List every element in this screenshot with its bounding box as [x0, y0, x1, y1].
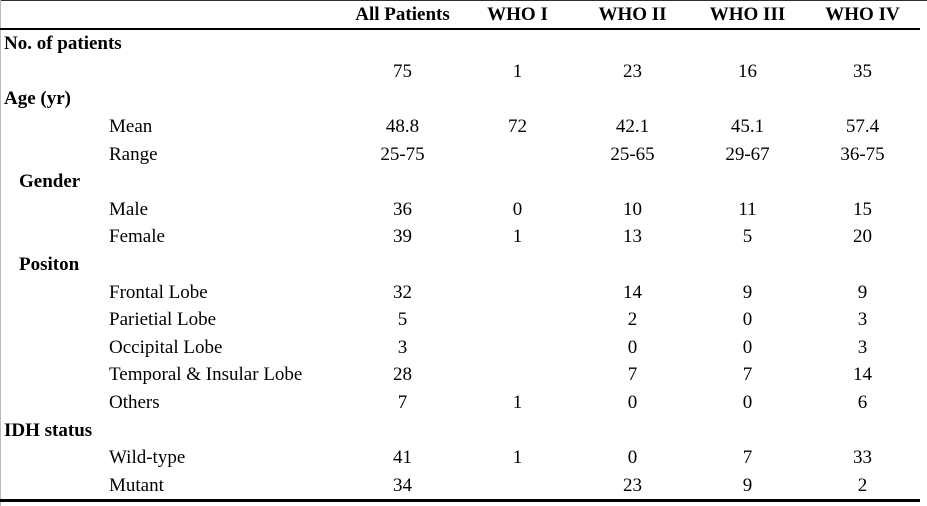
cell-who-iv: 15: [853, 198, 872, 220]
table-row: Others 7 1 0 0 6: [0, 389, 920, 417]
cell-who-iii: 29-67: [725, 143, 770, 165]
cell-who-ii: 0: [627, 447, 638, 469]
table-row: Range 25-75 25-65 29-67 36-75: [0, 140, 920, 168]
cell-who-i: 1: [512, 226, 523, 248]
cell-who-iv: 14: [853, 364, 872, 386]
header-cell-who-iv: WHO IV: [825, 4, 900, 25]
table-row: Parietial Lobe 5 2 0 3: [0, 306, 920, 334]
cell-who-ii: 23: [623, 474, 642, 496]
cell-who-ii: 7: [627, 364, 638, 386]
row-label: Mean: [109, 116, 153, 138]
cell-who-ii: 42.1: [615, 116, 650, 138]
cell-all-patients: 36: [393, 198, 412, 220]
header-cell-who-ii: WHO II: [598, 4, 667, 25]
cell-who-i: 1: [512, 60, 523, 82]
cell-who-i: 0: [512, 198, 523, 220]
cell-all-patients: 3: [397, 336, 408, 358]
row-label: Age (yr): [4, 88, 71, 110]
cell-who-iv: 3: [857, 336, 868, 358]
cell-who-iii: 0: [742, 336, 753, 358]
cell-all-patients: 41: [393, 447, 412, 469]
cell-who-iii: 7: [742, 364, 753, 386]
row-label: Gender: [19, 171, 81, 193]
cell-who-iii: 5: [742, 226, 753, 248]
cell-all-patients: 28: [393, 364, 412, 386]
cell-all-patients: 34: [393, 474, 412, 496]
row-label: Positon: [19, 254, 80, 276]
cell-who-i: 72: [508, 116, 527, 138]
cell-who-ii: 23: [623, 60, 642, 82]
cell-who-iv: 36-75: [840, 143, 885, 165]
table-row: Frontal Lobe 32 14 9 9: [0, 278, 920, 306]
cell-all-patients: 32: [393, 281, 412, 303]
cell-who-iv: 35: [853, 60, 872, 82]
table-row: Temporal & Insular Lobe 28 7 7 14: [0, 361, 920, 389]
cell-who-iv: 57.4: [845, 116, 880, 138]
cell-who-i: 1: [512, 392, 523, 414]
table-row: Male 36 0 10 11 15: [0, 196, 920, 224]
row-label: Parietial Lobe: [109, 309, 217, 331]
cell-all-patients: 5: [397, 309, 408, 331]
row-label: Others: [109, 392, 160, 414]
header-cell-who-i: WHO I: [487, 4, 548, 25]
row-label: Temporal & Insular Lobe: [109, 364, 303, 386]
cell-who-ii: 25-65: [610, 143, 655, 165]
row-label: Wild-type: [109, 447, 186, 469]
table-row: Positon: [0, 251, 920, 279]
cell-who-iii: 9: [742, 474, 753, 496]
header-cell-who-iii: WHO III: [709, 4, 786, 25]
table-row: Occipital Lobe 3 0 0 3: [0, 334, 920, 362]
top-edge-rule: [0, 0, 927, 1]
cell-who-ii: 14: [623, 281, 642, 303]
header-cell-all-patients: All Patients: [355, 4, 450, 25]
table-row: Gender: [0, 168, 920, 196]
table-row: Female 39 1 13 5 20: [0, 223, 920, 251]
table-row: Mutant 34 23 9 2: [0, 472, 920, 500]
cell-who-iv: 2: [857, 474, 868, 496]
cell-who-iv: 3: [857, 309, 868, 331]
cell-who-iv: 33: [853, 447, 872, 469]
table-body: No. of patients 75 1 23 16 35 Age (yr) M…: [0, 30, 920, 499]
row-label: No. of patients: [4, 33, 122, 55]
cell-who-ii: 13: [623, 226, 642, 248]
cell-who-ii: 0: [627, 336, 638, 358]
cell-who-iii: 11: [738, 198, 757, 220]
cell-all-patients: 39: [393, 226, 412, 248]
table-row: Mean 48.8 72 42.1 45.1 57.4: [0, 113, 920, 141]
row-label: IDH status: [4, 419, 93, 441]
table-row: No. of patients: [0, 30, 920, 58]
table-row: IDH status: [0, 416, 920, 444]
table-row: 75 1 23 16 35: [0, 58, 920, 86]
cell-who-iv: 9: [857, 281, 868, 303]
row-label: Mutant: [109, 474, 164, 496]
row-label: Female: [109, 226, 165, 248]
cell-who-iv: 20: [853, 226, 872, 248]
table-header-row: All Patients WHO I WHO II WHO III WHO IV: [0, 1, 920, 30]
cell-who-iii: 45.1: [730, 116, 765, 138]
row-label: Range: [109, 143, 158, 165]
row-label: Frontal Lobe: [109, 281, 208, 303]
left-edge-rule: [0, 0, 1, 506]
cell-who-iii: 16: [738, 60, 757, 82]
cell-who-iii: 9: [742, 281, 753, 303]
cell-all-patients: 7: [397, 392, 408, 414]
row-label: Occipital Lobe: [109, 336, 223, 358]
cell-who-iv: 6: [857, 392, 868, 414]
cell-all-patients: 25-75: [380, 143, 425, 165]
cell-who-iii: 7: [742, 447, 753, 469]
cell-who-ii: 2: [627, 309, 638, 331]
row-label: Male: [109, 198, 149, 220]
table-row: Age (yr): [0, 85, 920, 113]
cell-who-i: 1: [512, 447, 523, 469]
cell-who-ii: 10: [623, 198, 642, 220]
table-row: Wild-type 41 1 0 7 33: [0, 444, 920, 472]
cell-who-iii: 0: [742, 309, 753, 331]
cell-who-iii: 0: [742, 392, 753, 414]
cell-all-patients: 75: [393, 60, 412, 82]
cell-all-patients: 48.8: [385, 116, 420, 138]
cell-who-ii: 0: [627, 392, 638, 414]
